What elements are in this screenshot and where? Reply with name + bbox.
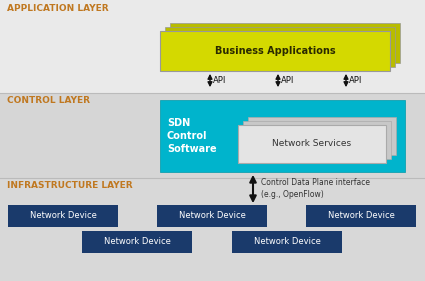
Bar — [82, 231, 192, 253]
Bar — [165, 27, 395, 67]
Text: Control Data Plane interface
(e.g., OpenFlow): Control Data Plane interface (e.g., Open… — [261, 178, 370, 199]
Bar — [157, 205, 267, 227]
Text: Network Device: Network Device — [178, 212, 245, 221]
Bar — [160, 100, 405, 172]
Text: Business Applications: Business Applications — [215, 46, 335, 56]
Bar — [243, 121, 391, 159]
Bar — [238, 125, 386, 163]
Text: Network Device: Network Device — [104, 237, 170, 246]
Text: Network Device: Network Device — [328, 212, 394, 221]
Text: API: API — [349, 76, 363, 85]
Bar — [0, 93, 425, 178]
Text: API: API — [281, 76, 295, 85]
Text: Network Device: Network Device — [254, 237, 320, 246]
Text: SDN
Control
Software: SDN Control Software — [167, 118, 217, 154]
Text: Network Device: Network Device — [30, 212, 96, 221]
Text: Network Services: Network Services — [272, 139, 351, 148]
Bar — [0, 178, 425, 281]
Bar — [248, 117, 396, 155]
Text: APPLICATION LAYER: APPLICATION LAYER — [7, 4, 109, 13]
Bar — [232, 231, 342, 253]
Bar — [0, 0, 425, 93]
Text: API: API — [213, 76, 227, 85]
Bar — [160, 31, 390, 71]
Text: CONTROL LAYER: CONTROL LAYER — [7, 96, 90, 105]
Bar — [8, 205, 118, 227]
Bar — [306, 205, 416, 227]
Bar — [170, 23, 400, 63]
Text: INFRASTRUCTURE LAYER: INFRASTRUCTURE LAYER — [7, 181, 133, 190]
